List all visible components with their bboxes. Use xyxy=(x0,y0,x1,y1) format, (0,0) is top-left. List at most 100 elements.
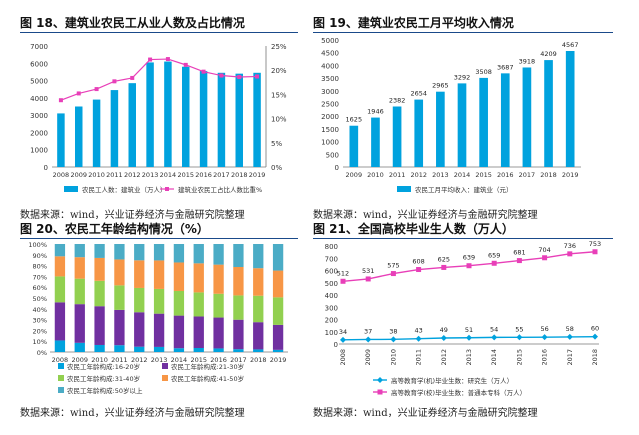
y-tick-label: 0 xyxy=(335,164,339,172)
stacked-segment xyxy=(272,297,284,325)
line-point xyxy=(165,57,170,62)
line-point xyxy=(592,249,598,255)
x-tick-label: 2015 xyxy=(475,171,492,179)
stacked-segment xyxy=(272,324,284,350)
bar xyxy=(128,83,136,167)
y2-tick-label: 10% xyxy=(271,116,287,124)
y2-tick-label: 25% xyxy=(271,43,287,51)
chart-18: 0 1000 2000 3000 4000 5000 6000 7000 0% 5% 10% 15% 2… xyxy=(30,43,287,194)
bar xyxy=(253,72,261,167)
bar xyxy=(371,117,380,167)
stacked-segment xyxy=(193,348,204,352)
legend-label: 农民工年龄构成:21-30岁 xyxy=(171,362,244,371)
stacked-segment xyxy=(213,244,224,265)
y-tick-label: 4500 xyxy=(321,50,339,58)
line-point xyxy=(491,334,498,341)
stacked-segment xyxy=(213,317,224,349)
data-label: 43 xyxy=(414,327,422,335)
legend-swatch xyxy=(162,375,168,381)
y-tick-label: 40% xyxy=(33,306,47,314)
title-rule-18 xyxy=(20,32,298,33)
stacked-segment xyxy=(74,304,85,343)
stacked-segment xyxy=(74,257,85,279)
stacked-segment xyxy=(134,287,145,313)
stacked-segment xyxy=(74,244,85,258)
x-tick-label: 2019 xyxy=(270,356,287,364)
x-tick-label: 2012 xyxy=(124,171,141,179)
x-tick-label: 2013 xyxy=(432,171,449,179)
y-tick-label: 4000 xyxy=(30,95,48,103)
stacked-segment xyxy=(153,244,165,261)
y-tick-label: 100% xyxy=(28,241,47,249)
legend-swatch xyxy=(377,377,383,383)
data-label: 512 xyxy=(337,269,349,277)
stacked-segment xyxy=(54,302,66,341)
stacked-segment xyxy=(114,244,125,260)
data-label: 608 xyxy=(412,258,424,266)
x-tick-label: 2008 xyxy=(52,356,69,364)
line-point xyxy=(415,335,422,342)
x-tick-label: 2016 xyxy=(210,356,227,364)
bar xyxy=(110,90,119,167)
chart-21: 0 100 200 300 400 500 600 700 800 2008 2009 2010 201… xyxy=(325,240,602,397)
x-tick-label: 2011 xyxy=(415,349,423,366)
stacked-segment xyxy=(54,256,66,277)
x-tick-label: 2011 xyxy=(106,171,123,179)
source-note-18: 数据来源：wind，兴业证券经济与金融研究院整理 xyxy=(20,210,245,221)
stacked-segment xyxy=(153,260,165,289)
y-tick-label: 70% xyxy=(33,273,47,281)
y-tick-label: 500 xyxy=(325,280,338,288)
y-tick-label: 60% xyxy=(33,284,47,292)
data-label: 34 xyxy=(339,328,347,336)
stacked-segment xyxy=(253,244,264,269)
legend-swatch xyxy=(397,186,411,192)
x-tick-label: 2014 xyxy=(490,349,498,366)
data-label: 704 xyxy=(538,246,550,254)
line-point xyxy=(390,336,397,343)
data-label: 1625 xyxy=(346,116,363,124)
line-point xyxy=(58,98,63,103)
x-tick-label: 2016 xyxy=(541,349,549,366)
bar xyxy=(414,99,424,167)
stacked-segment xyxy=(213,264,224,294)
stacked-segment xyxy=(253,268,264,296)
data-label: 1946 xyxy=(367,108,384,116)
y-tick-label: 100 xyxy=(325,329,338,337)
stacked-segment xyxy=(233,319,244,350)
x-tick-label: 2019 xyxy=(249,171,266,179)
x-tick-label: 2008 xyxy=(53,171,70,179)
x-tick-label: 2018 xyxy=(231,171,248,179)
x-tick-label: 2009 xyxy=(70,171,87,179)
bar xyxy=(235,73,243,167)
bar xyxy=(217,72,226,167)
y-tick-label: 2500 xyxy=(321,101,339,109)
stacked-segment xyxy=(114,259,125,286)
x-tick-label: 2017 xyxy=(519,171,536,179)
data-label: 625 xyxy=(438,255,450,263)
x-tick-label: 2012 xyxy=(410,171,427,179)
source-note-21: 数据来源：wind，兴业证券经济与金融研究院整理 xyxy=(313,408,538,419)
data-label: 753 xyxy=(589,240,601,248)
stacked-segment xyxy=(94,280,105,307)
stacked-segment xyxy=(272,349,284,352)
line-point xyxy=(466,334,472,341)
line-point xyxy=(365,276,371,282)
line-point xyxy=(441,264,447,270)
stacked-segment xyxy=(193,244,204,264)
line-point xyxy=(516,334,523,341)
x-tick-label: 2013 xyxy=(151,356,168,364)
chart-title-21: 图 21、全国高校毕业生人数（万人） xyxy=(313,222,514,236)
y-tick-label: 800 xyxy=(325,243,338,251)
data-label: 2654 xyxy=(410,90,427,98)
legend-label: 农民工年龄构成:31-40岁 xyxy=(67,374,140,383)
data-label: 3508 xyxy=(475,68,492,76)
line-point xyxy=(201,69,206,74)
line-point xyxy=(541,334,548,341)
stacked-segment xyxy=(233,295,244,320)
x-tick-label: 2011 xyxy=(389,171,406,179)
data-label: 2965 xyxy=(432,82,449,90)
y-tick-label: 200 xyxy=(325,317,338,325)
y-tick-label: 4000 xyxy=(321,62,339,70)
stacked-segment xyxy=(54,340,66,352)
x-tick-label: 2014 xyxy=(160,171,177,179)
